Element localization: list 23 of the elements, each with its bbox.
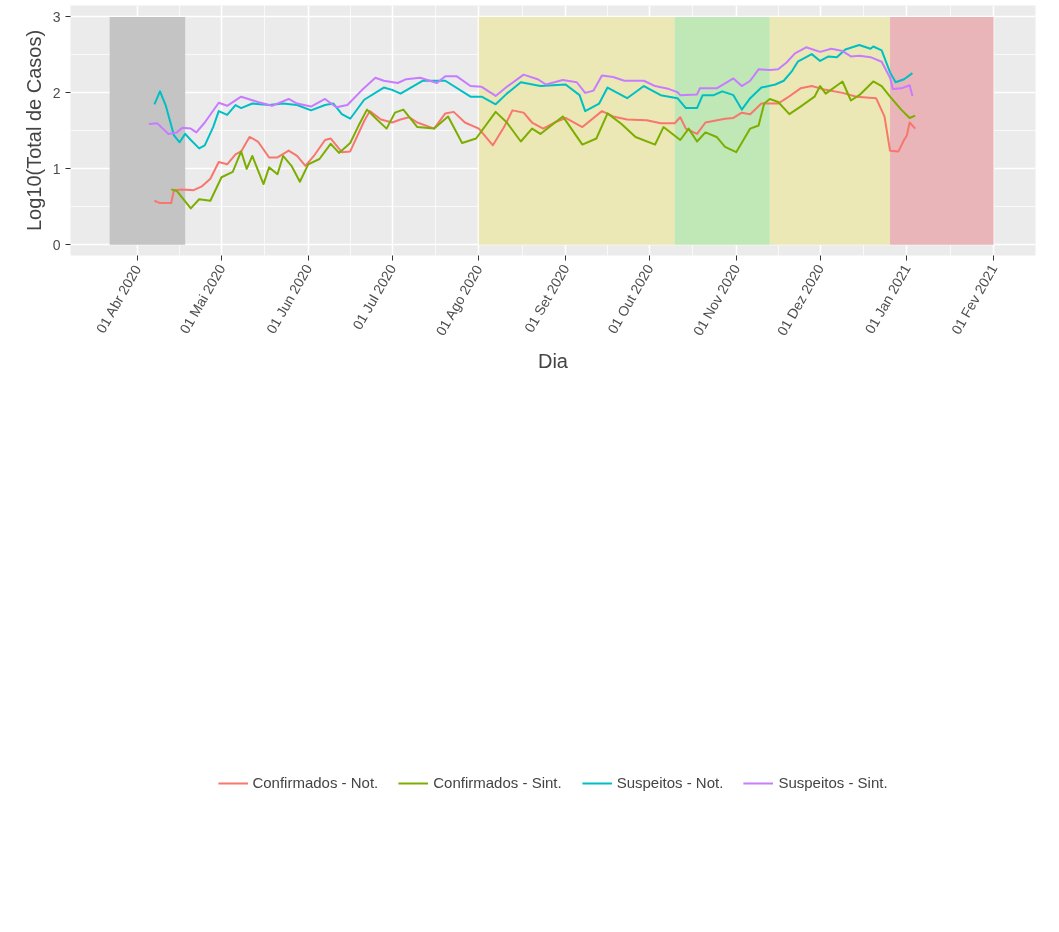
- x-tick-label: 01 Dez 2020: [773, 261, 828, 339]
- y-tick-label: 3: [52, 8, 61, 25]
- x-tick-label: 01 Abr 2020: [92, 262, 145, 336]
- y-tick-label: 1: [52, 160, 61, 177]
- legend-label: Suspeitos - Not.: [616, 774, 724, 791]
- legend-label: Confirmados - Not.: [252, 774, 379, 791]
- x-tick-label: 01 Out 2020: [604, 261, 657, 337]
- y-axis-title: Log10(Total de Casos): [22, 29, 45, 232]
- line-series: [153, 44, 914, 150]
- y-tick-label: 0: [52, 236, 61, 253]
- legend-label: Suspeitos - Sint.: [778, 774, 888, 791]
- legend-label: Confirmados - Sint.: [433, 774, 562, 791]
- x-tick-label: 01 Jun 2020: [262, 261, 316, 337]
- y-tick-label: 2: [52, 84, 61, 101]
- x-axis-title: Dia: [538, 350, 569, 373]
- x-tick-label: 01 Ago 2020: [432, 262, 486, 339]
- x-tick-label: 01 Fev 2021: [947, 261, 1001, 337]
- x-tick-label: 01 Mai 2020: [176, 261, 229, 337]
- x-tick-label: 01 Nov 2020: [689, 261, 744, 339]
- x-tick-label: 01 Jul 2020: [349, 261, 400, 333]
- x-tick-label: 01 Set 2020: [521, 261, 573, 335]
- line-series: [147, 46, 914, 135]
- x-tick-label: 01 Jan 2021: [861, 261, 914, 337]
